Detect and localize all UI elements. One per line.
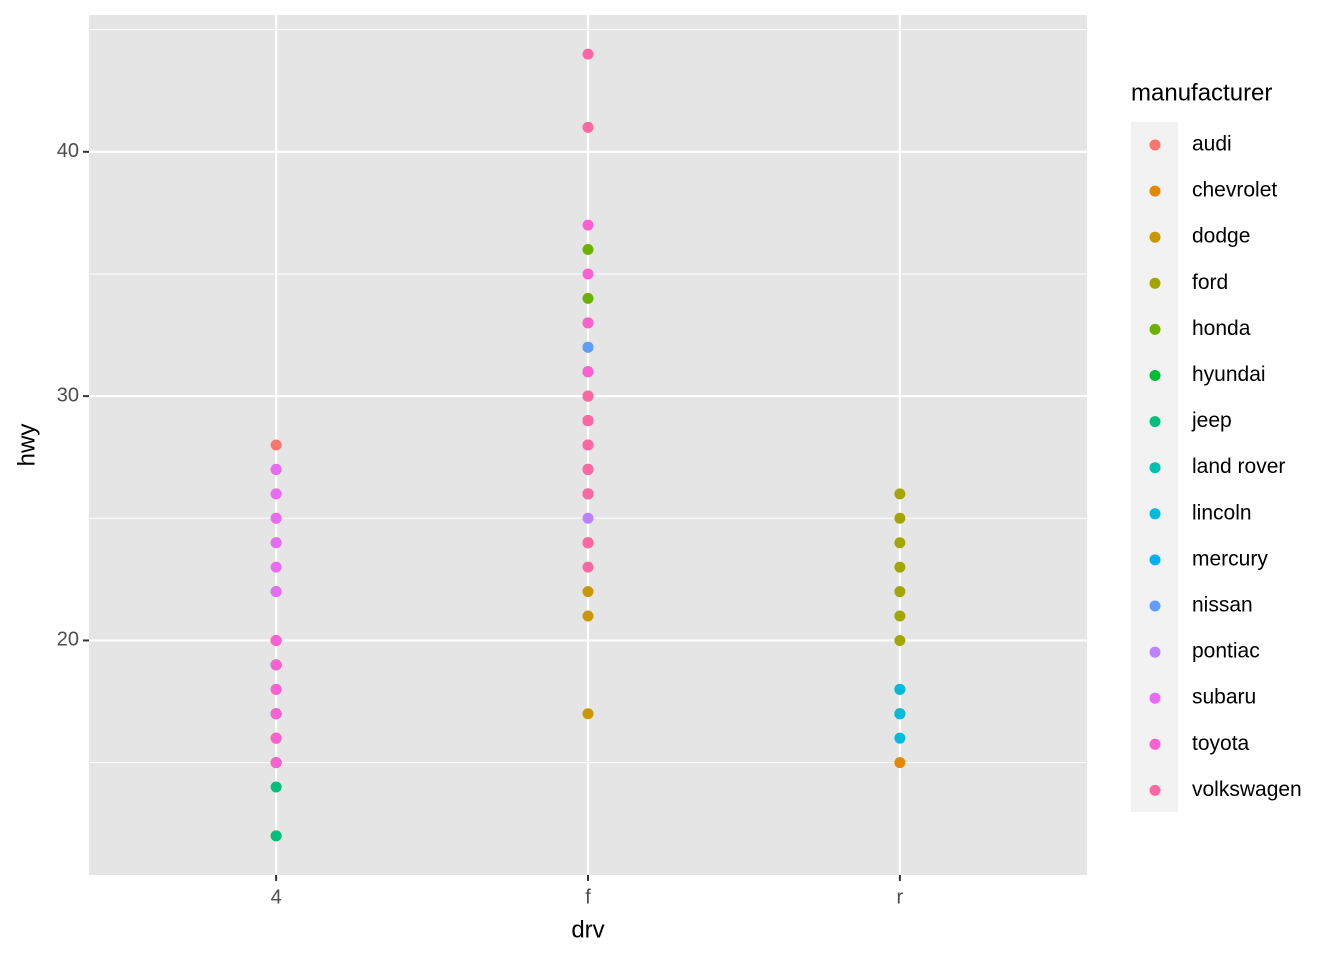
point — [270, 708, 282, 720]
legend-label: jeep — [1191, 409, 1232, 432]
legend-label: honda — [1192, 317, 1251, 340]
y-tick-label: 30 — [57, 384, 79, 406]
x-tick-label: f — [585, 886, 591, 908]
point — [270, 634, 282, 646]
legend-label: hyundai — [1192, 363, 1266, 386]
point — [582, 317, 594, 329]
point — [582, 292, 594, 304]
point — [270, 512, 282, 524]
point — [582, 366, 594, 378]
y-tick-label: 20 — [57, 629, 79, 651]
point — [582, 463, 594, 475]
point — [270, 586, 282, 598]
legend-key — [1149, 646, 1161, 658]
y-axis-label: hwy — [13, 424, 40, 467]
point — [894, 732, 906, 744]
point — [582, 561, 594, 573]
legend-label: nissan — [1192, 594, 1253, 617]
point — [270, 488, 282, 500]
legend-key — [1149, 185, 1161, 197]
point — [270, 439, 282, 451]
point — [582, 244, 594, 256]
legend-label: lincoln — [1192, 501, 1252, 524]
point — [894, 757, 906, 769]
legend-label: chevrolet — [1192, 179, 1277, 202]
point — [582, 219, 594, 231]
legend-key — [1149, 600, 1161, 612]
legend-key — [1149, 277, 1161, 289]
point — [582, 121, 594, 133]
x-tick-label: 4 — [271, 886, 282, 908]
point — [894, 488, 906, 500]
point — [894, 537, 906, 549]
point — [270, 830, 282, 842]
legend-key — [1149, 738, 1161, 750]
legend-label: volkswagen — [1192, 778, 1302, 801]
point — [894, 586, 906, 598]
legend-key — [1149, 139, 1161, 151]
legend-label: pontiac — [1192, 640, 1260, 663]
point — [270, 463, 282, 475]
point — [894, 561, 906, 573]
point — [270, 732, 282, 744]
point — [270, 757, 282, 769]
point — [582, 268, 594, 280]
legend-label: ford — [1192, 271, 1228, 294]
point — [582, 439, 594, 451]
point — [582, 390, 594, 402]
x-axis-label: drv — [571, 916, 604, 943]
point — [894, 634, 906, 646]
legend-key — [1149, 370, 1161, 381]
point — [894, 512, 906, 524]
legend-label: land rover — [1192, 455, 1285, 478]
point — [270, 683, 282, 695]
legend-key — [1149, 323, 1161, 335]
legend-key — [1149, 554, 1161, 566]
point — [894, 610, 906, 622]
point — [270, 561, 282, 573]
point — [270, 781, 282, 793]
legend-key — [1149, 692, 1161, 704]
point — [582, 512, 594, 524]
legend-label: audi — [1192, 133, 1232, 156]
legend-label: dodge — [1192, 225, 1250, 248]
point — [582, 586, 594, 598]
point — [894, 683, 906, 695]
point — [582, 48, 594, 60]
point — [582, 415, 594, 427]
legend-key — [1149, 231, 1161, 243]
legend-key — [1149, 416, 1161, 428]
point — [582, 537, 594, 549]
legend-title: manufacturer — [1131, 79, 1272, 106]
point — [582, 341, 594, 353]
y-tick-label: 40 — [57, 140, 79, 162]
point — [894, 708, 906, 720]
legend-key — [1149, 462, 1161, 474]
point — [270, 659, 282, 671]
point — [582, 708, 594, 720]
point — [582, 610, 594, 622]
point — [270, 537, 282, 549]
legend-key — [1149, 508, 1161, 520]
legend-label: mercury — [1192, 547, 1268, 570]
point — [582, 488, 594, 500]
x-tick-label: r — [897, 886, 904, 908]
legend-key — [1149, 784, 1161, 796]
legend-label: subaru — [1192, 686, 1256, 709]
legend-label: toyota — [1192, 732, 1250, 755]
